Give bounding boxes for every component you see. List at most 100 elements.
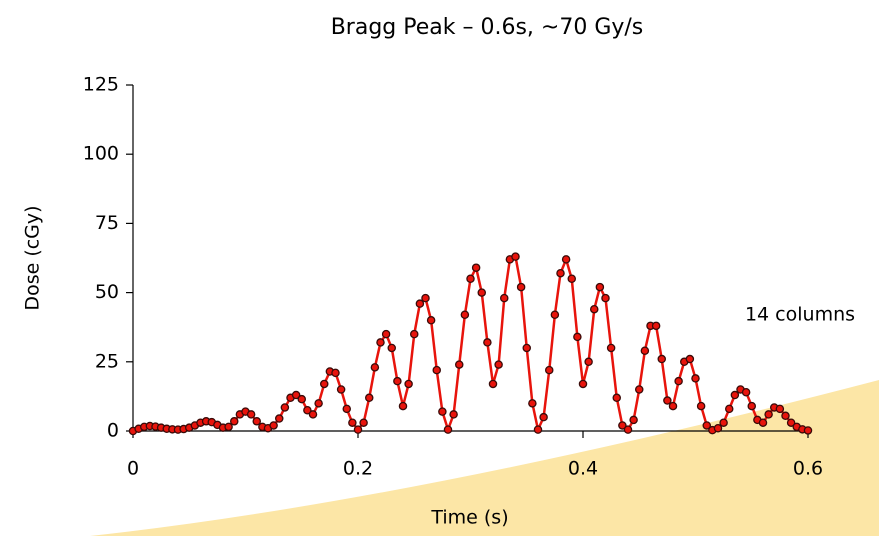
data-point xyxy=(691,374,700,383)
data-point xyxy=(426,316,436,325)
data-point xyxy=(623,425,633,434)
data-point xyxy=(314,399,323,408)
data-point xyxy=(781,411,790,421)
data-point xyxy=(556,268,565,278)
data-point xyxy=(640,346,650,355)
data-point xyxy=(516,282,526,292)
data-point xyxy=(573,332,582,342)
data-point xyxy=(308,410,318,419)
data-point xyxy=(696,401,706,411)
y-tick-label: 125 xyxy=(83,74,119,96)
y-tick-label: 50 xyxy=(95,281,119,303)
data-point xyxy=(674,376,683,386)
data-point xyxy=(539,412,548,422)
data-point xyxy=(398,401,408,411)
data-point xyxy=(432,365,441,375)
data-point xyxy=(364,393,374,403)
data-point xyxy=(359,418,368,427)
data-point xyxy=(370,363,380,372)
data-point xyxy=(550,310,560,319)
data-point xyxy=(246,410,256,419)
x-axis-label: Time (s) xyxy=(430,507,508,529)
data-point xyxy=(404,379,413,389)
data-point xyxy=(421,293,430,303)
data-point xyxy=(376,338,385,347)
data-point xyxy=(663,396,672,405)
data-point xyxy=(657,354,667,364)
data-point xyxy=(291,390,301,400)
data-point xyxy=(719,418,728,427)
data-point xyxy=(438,407,447,416)
data-point xyxy=(651,321,661,331)
data-point xyxy=(786,418,796,427)
data-point xyxy=(803,426,813,435)
data-point xyxy=(606,343,616,353)
data-point xyxy=(449,410,458,419)
annotation: 14 columns xyxy=(745,304,855,326)
data-point xyxy=(629,415,638,425)
y-axis-label: Dose (cGy) xyxy=(22,205,44,310)
data-point xyxy=(668,401,678,411)
data-point xyxy=(578,379,588,389)
data-point xyxy=(528,399,537,408)
data-point xyxy=(775,404,785,414)
data-point xyxy=(443,425,453,434)
data-point xyxy=(561,255,571,264)
data-point xyxy=(269,421,278,430)
data-point xyxy=(713,423,723,433)
x-tick-label: 0 xyxy=(127,458,139,480)
data-point xyxy=(224,422,233,432)
data-point xyxy=(584,357,593,367)
data-point xyxy=(336,385,346,394)
data-point xyxy=(511,252,520,261)
data-point xyxy=(415,299,425,308)
data-point xyxy=(545,365,554,375)
data-point xyxy=(393,376,402,386)
data-point xyxy=(229,417,239,426)
y-tick-label: 75 xyxy=(95,212,119,234)
data-point xyxy=(730,390,740,400)
data-point xyxy=(601,293,610,303)
data-point xyxy=(471,263,481,272)
data-point xyxy=(595,282,605,292)
data-point xyxy=(348,418,357,427)
data-point xyxy=(488,379,498,389)
data-point xyxy=(381,329,391,339)
data-point xyxy=(353,425,363,434)
data-point xyxy=(747,401,757,411)
data-point xyxy=(741,387,751,397)
data-point xyxy=(618,421,627,430)
data-point xyxy=(483,338,492,347)
data-point xyxy=(409,329,419,339)
x-tick-label: 0.2 xyxy=(343,458,373,480)
data-point xyxy=(590,304,599,314)
data-point xyxy=(297,394,306,404)
data-point xyxy=(567,274,577,284)
data-point xyxy=(274,414,284,423)
data-point xyxy=(635,385,644,394)
x-tick-label: 0.4 xyxy=(568,458,598,480)
data-point xyxy=(303,405,312,415)
y-tick-label: 25 xyxy=(95,350,119,372)
data-point xyxy=(477,288,486,297)
data-point xyxy=(725,404,734,414)
data-point xyxy=(612,393,622,403)
data-point xyxy=(280,403,290,412)
background-swoosh xyxy=(90,380,879,536)
data-point xyxy=(494,360,503,369)
data-point xyxy=(702,421,712,430)
data-point xyxy=(252,417,261,426)
data-point xyxy=(342,404,351,414)
y-tick-label: 0 xyxy=(107,420,119,442)
data-point xyxy=(466,274,475,284)
data-point xyxy=(319,379,329,389)
data-point xyxy=(499,293,509,303)
data-point xyxy=(387,343,396,353)
chart-title: Bragg Peak – 0.6s, ~70 Gy/s xyxy=(331,15,644,40)
x-tick-label: 0.6 xyxy=(793,458,823,480)
data-point xyxy=(533,425,543,434)
data-point xyxy=(460,310,470,319)
y-tick-label: 100 xyxy=(83,143,119,165)
data-point xyxy=(522,343,532,353)
